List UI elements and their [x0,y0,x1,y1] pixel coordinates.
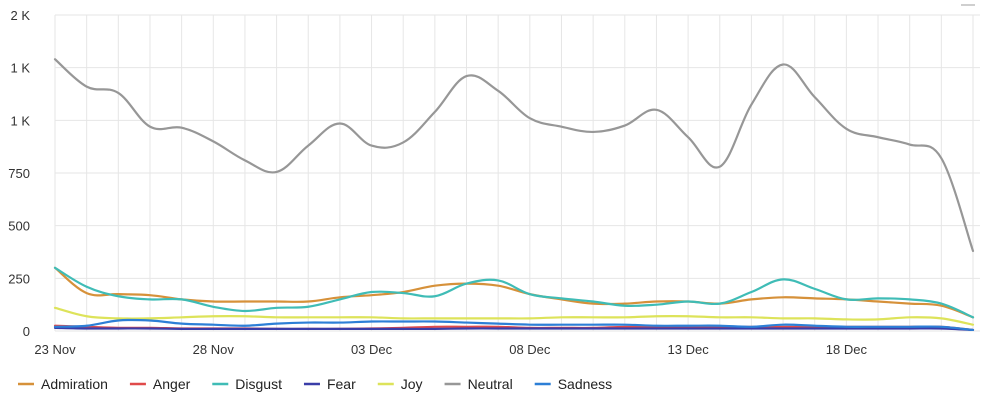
chart-menu-icon[interactable] [961,0,975,6]
legend-label: Sadness [558,376,612,392]
legend-item-fear[interactable]: Fear [303,376,356,392]
series-line-fear [53,326,975,332]
legend-label: Anger [153,376,191,392]
legend-item-sadness[interactable]: Sadness [534,376,612,392]
x-tick-label: 18 Dec [826,342,868,357]
x-tick-label: 13 Dec [668,342,710,357]
series-line-sadness [53,318,975,332]
series-line-neutral [53,58,975,253]
x-axis-ticks: 23 Nov 28 Nov 03 Dec 08 Dec 13 Dec 18 Dec [34,342,867,357]
legend-item-admiration[interactable]: Admiration [18,376,108,392]
x-tick-label: 28 Nov [193,342,235,357]
legend-label: Joy [401,376,423,392]
series-line-joy [53,306,975,326]
legend-item-neutral[interactable]: Neutral [444,376,513,392]
y-tick-label: 0 [23,324,30,339]
grid [54,14,980,332]
x-tick-label: 23 Nov [34,342,76,357]
y-tick-label: 1 K [10,113,30,128]
x-tick-label: 03 Dec [351,342,393,357]
legend-label: Disgust [235,376,282,392]
legend-label: Neutral [468,376,513,392]
series-lines [53,58,975,332]
y-tick-label: 250 [8,271,30,286]
y-tick-label: 2 K [10,8,30,23]
y-tick-label: 500 [8,219,30,234]
legend-item-joy[interactable]: Joy [377,376,423,392]
y-tick-label: 750 [8,166,30,181]
y-axis-ticks: 0 250 500 750 1 K 1 K 2 K [8,8,30,339]
series-line-disgust [53,266,975,319]
legend-label: Admiration [41,376,108,392]
legend-item-disgust[interactable]: Disgust [212,376,282,392]
y-tick-label: 1 K [10,61,30,76]
x-tick-label: 08 Dec [509,342,551,357]
legend-item-anger[interactable]: Anger [129,376,191,392]
legend-label: Fear [327,376,356,392]
series-line-admiration [53,266,975,319]
legend[interactable]: Admiration Anger Disgust Fear Joy Neutral Sadn… [18,376,612,392]
